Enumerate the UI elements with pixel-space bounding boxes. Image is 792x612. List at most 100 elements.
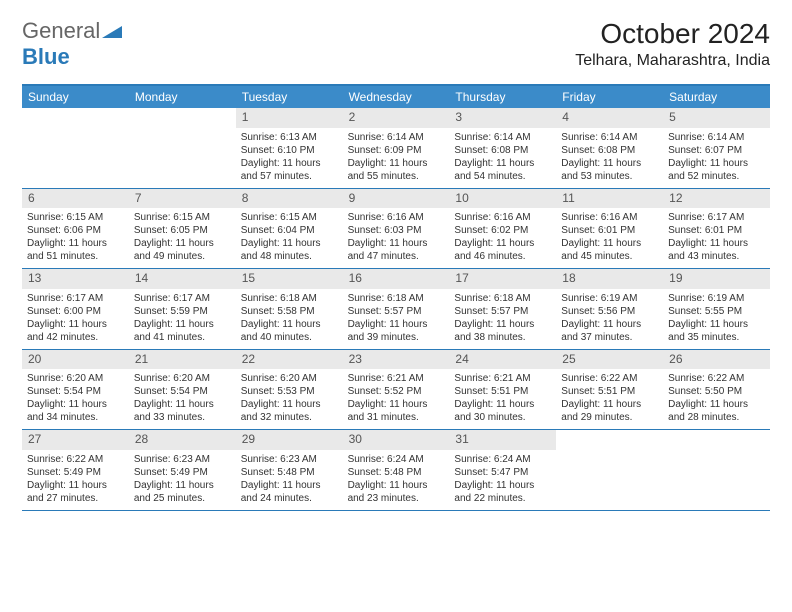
month-title: October 2024 [575, 18, 770, 50]
weekday-header: Sunday [22, 86, 129, 108]
logo: General Blue [22, 18, 122, 70]
sunrise-text: Sunrise: 6:13 AM [241, 131, 338, 144]
daylight-text: Daylight: 11 hours and 32 minutes. [241, 398, 338, 424]
sunrise-text: Sunrise: 6:16 AM [561, 211, 658, 224]
day-body: Sunrise: 6:19 AMSunset: 5:56 PMDaylight:… [556, 289, 663, 349]
header: General Blue October 2024 Telhara, Mahar… [22, 18, 770, 70]
day-cell: . [556, 430, 663, 510]
weeks-container: ..1Sunrise: 6:13 AMSunset: 6:10 PMDaylig… [22, 108, 770, 511]
daylight-text: Daylight: 11 hours and 33 minutes. [134, 398, 231, 424]
day-body: Sunrise: 6:13 AMSunset: 6:10 PMDaylight:… [236, 128, 343, 188]
sunrise-text: Sunrise: 6:22 AM [27, 453, 124, 466]
day-body: Sunrise: 6:18 AMSunset: 5:58 PMDaylight:… [236, 289, 343, 349]
day-number: 9 [343, 189, 450, 209]
day-body: Sunrise: 6:21 AMSunset: 5:51 PMDaylight:… [449, 369, 556, 429]
sunrise-text: Sunrise: 6:22 AM [561, 372, 658, 385]
sunrise-text: Sunrise: 6:17 AM [134, 292, 231, 305]
daylight-text: Daylight: 11 hours and 52 minutes. [668, 157, 765, 183]
day-body: Sunrise: 6:17 AMSunset: 5:59 PMDaylight:… [129, 289, 236, 349]
sunset-text: Sunset: 6:07 PM [668, 144, 765, 157]
day-cell: 18Sunrise: 6:19 AMSunset: 5:56 PMDayligh… [556, 269, 663, 349]
day-body: Sunrise: 6:20 AMSunset: 5:54 PMDaylight:… [129, 369, 236, 429]
day-number: 30 [343, 430, 450, 450]
day-body: Sunrise: 6:22 AMSunset: 5:49 PMDaylight:… [22, 450, 129, 510]
sunset-text: Sunset: 5:54 PM [134, 385, 231, 398]
sunrise-text: Sunrise: 6:14 AM [561, 131, 658, 144]
daylight-text: Daylight: 11 hours and 28 minutes. [668, 398, 765, 424]
daylight-text: Daylight: 11 hours and 53 minutes. [561, 157, 658, 183]
day-body: Sunrise: 6:23 AMSunset: 5:49 PMDaylight:… [129, 450, 236, 510]
day-number: 7 [129, 189, 236, 209]
sunset-text: Sunset: 5:53 PM [241, 385, 338, 398]
sunrise-text: Sunrise: 6:15 AM [241, 211, 338, 224]
daylight-text: Daylight: 11 hours and 45 minutes. [561, 237, 658, 263]
day-number: 29 [236, 430, 343, 450]
sunrise-text: Sunrise: 6:21 AM [454, 372, 551, 385]
day-cell: 2Sunrise: 6:14 AMSunset: 6:09 PMDaylight… [343, 108, 450, 188]
day-cell: 12Sunrise: 6:17 AMSunset: 6:01 PMDayligh… [663, 189, 770, 269]
week-row: 6Sunrise: 6:15 AMSunset: 6:06 PMDaylight… [22, 189, 770, 270]
day-cell: 13Sunrise: 6:17 AMSunset: 6:00 PMDayligh… [22, 269, 129, 349]
day-number: 4 [556, 108, 663, 128]
daylight-text: Daylight: 11 hours and 35 minutes. [668, 318, 765, 344]
day-body: Sunrise: 6:16 AMSunset: 6:02 PMDaylight:… [449, 208, 556, 268]
sunrise-text: Sunrise: 6:20 AM [241, 372, 338, 385]
day-cell: 28Sunrise: 6:23 AMSunset: 5:49 PMDayligh… [129, 430, 236, 510]
daylight-text: Daylight: 11 hours and 49 minutes. [134, 237, 231, 263]
day-body: Sunrise: 6:24 AMSunset: 5:48 PMDaylight:… [343, 450, 450, 510]
sunset-text: Sunset: 6:03 PM [348, 224, 445, 237]
sunset-text: Sunset: 5:49 PM [27, 466, 124, 479]
daylight-text: Daylight: 11 hours and 57 minutes. [241, 157, 338, 183]
title-block: October 2024 Telhara, Maharashtra, India [575, 18, 770, 70]
weekday-header: Monday [129, 86, 236, 108]
week-row: 20Sunrise: 6:20 AMSunset: 5:54 PMDayligh… [22, 350, 770, 431]
daylight-text: Daylight: 11 hours and 24 minutes. [241, 479, 338, 505]
sunrise-text: Sunrise: 6:19 AM [668, 292, 765, 305]
sunrise-text: Sunrise: 6:14 AM [668, 131, 765, 144]
logo-word1: General [22, 18, 100, 43]
day-body: Sunrise: 6:16 AMSunset: 6:03 PMDaylight:… [343, 208, 450, 268]
sunset-text: Sunset: 5:52 PM [348, 385, 445, 398]
sunrise-text: Sunrise: 6:17 AM [668, 211, 765, 224]
sunset-text: Sunset: 5:57 PM [348, 305, 445, 318]
sunrise-text: Sunrise: 6:24 AM [454, 453, 551, 466]
day-number: 11 [556, 189, 663, 209]
day-body: Sunrise: 6:14 AMSunset: 6:09 PMDaylight:… [343, 128, 450, 188]
day-number: 14 [129, 269, 236, 289]
day-cell: 24Sunrise: 6:21 AMSunset: 5:51 PMDayligh… [449, 350, 556, 430]
day-body: Sunrise: 6:18 AMSunset: 5:57 PMDaylight:… [343, 289, 450, 349]
daylight-text: Daylight: 11 hours and 55 minutes. [348, 157, 445, 183]
logo-text: General Blue [22, 18, 122, 70]
sunset-text: Sunset: 6:08 PM [561, 144, 658, 157]
daylight-text: Daylight: 11 hours and 48 minutes. [241, 237, 338, 263]
day-cell: 8Sunrise: 6:15 AMSunset: 6:04 PMDaylight… [236, 189, 343, 269]
day-number: 23 [343, 350, 450, 370]
sunset-text: Sunset: 6:09 PM [348, 144, 445, 157]
day-cell: 6Sunrise: 6:15 AMSunset: 6:06 PMDaylight… [22, 189, 129, 269]
day-body: Sunrise: 6:14 AMSunset: 6:07 PMDaylight:… [663, 128, 770, 188]
weekday-header: Saturday [663, 86, 770, 108]
daylight-text: Daylight: 11 hours and 37 minutes. [561, 318, 658, 344]
weekday-row: SundayMondayTuesdayWednesdayThursdayFrid… [22, 86, 770, 108]
day-number: 19 [663, 269, 770, 289]
day-body: Sunrise: 6:19 AMSunset: 5:55 PMDaylight:… [663, 289, 770, 349]
day-cell: 14Sunrise: 6:17 AMSunset: 5:59 PMDayligh… [129, 269, 236, 349]
day-body: Sunrise: 6:20 AMSunset: 5:54 PMDaylight:… [22, 369, 129, 429]
weekday-header: Thursday [449, 86, 556, 108]
day-cell: . [129, 108, 236, 188]
day-number: 20 [22, 350, 129, 370]
day-body: Sunrise: 6:15 AMSunset: 6:04 PMDaylight:… [236, 208, 343, 268]
day-cell: . [22, 108, 129, 188]
daylight-text: Daylight: 11 hours and 47 minutes. [348, 237, 445, 263]
day-body: Sunrise: 6:22 AMSunset: 5:50 PMDaylight:… [663, 369, 770, 429]
sunrise-text: Sunrise: 6:20 AM [27, 372, 124, 385]
day-cell: 22Sunrise: 6:20 AMSunset: 5:53 PMDayligh… [236, 350, 343, 430]
day-cell: 23Sunrise: 6:21 AMSunset: 5:52 PMDayligh… [343, 350, 450, 430]
location: Telhara, Maharashtra, India [575, 52, 770, 70]
daylight-text: Daylight: 11 hours and 29 minutes. [561, 398, 658, 424]
sunrise-text: Sunrise: 6:18 AM [348, 292, 445, 305]
sunset-text: Sunset: 6:04 PM [241, 224, 338, 237]
day-number: 25 [556, 350, 663, 370]
day-cell: 27Sunrise: 6:22 AMSunset: 5:49 PMDayligh… [22, 430, 129, 510]
sunset-text: Sunset: 5:47 PM [454, 466, 551, 479]
